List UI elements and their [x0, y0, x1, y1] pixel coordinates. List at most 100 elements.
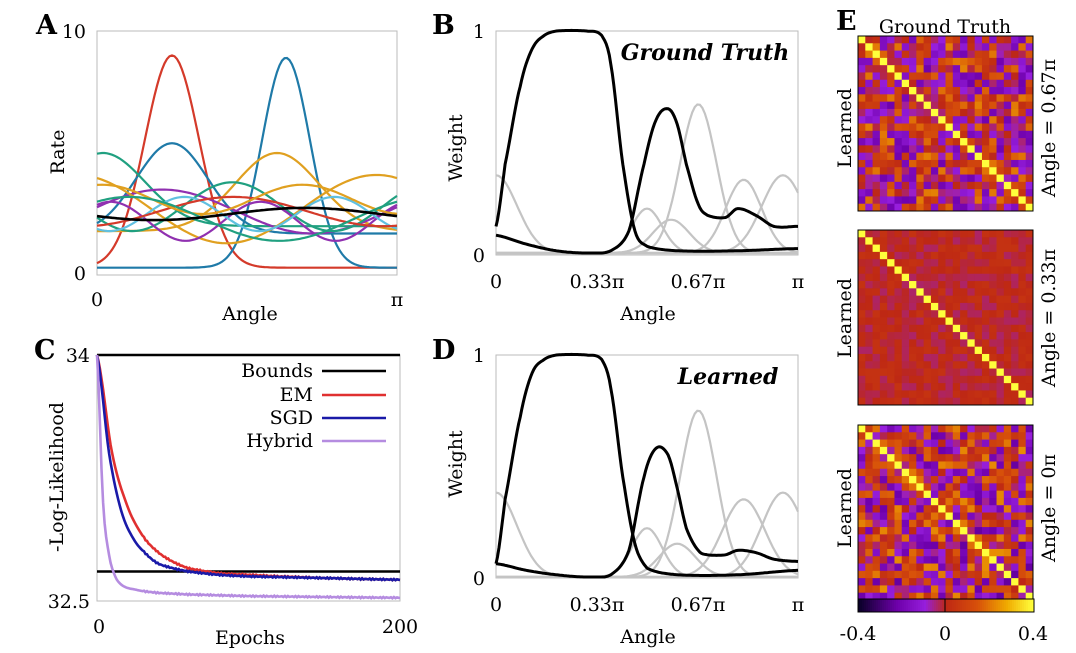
heatmap-cell	[974, 295, 983, 304]
heatmap-cell	[865, 534, 873, 543]
heatmap-cell	[872, 519, 881, 528]
heatmap-cell	[981, 281, 990, 289]
heatmap-cell	[879, 353, 888, 362]
heatmap-cell	[989, 101, 997, 110]
colorbar-step	[954, 599, 957, 612]
heatmap-cell	[1003, 302, 1012, 311]
heatmap-cell	[916, 251, 925, 260]
heatmap-cell	[1003, 203, 1012, 212]
colorbar-step	[900, 599, 903, 612]
heatmap-cell	[901, 310, 910, 318]
heatmap-cell	[901, 123, 910, 132]
heatmap-cell	[981, 123, 990, 132]
colorbar-step	[904, 599, 907, 612]
heatmap-cell	[945, 310, 954, 318]
heatmap-cell	[879, 174, 888, 183]
heatmap-cell	[930, 230, 939, 238]
heatmap-cell	[901, 383, 910, 391]
heatmap-cell	[930, 383, 939, 391]
heatmap-cell	[996, 585, 1005, 594]
heatmap-cell	[989, 87, 997, 95]
heatmap-cell	[1018, 454, 1027, 462]
heatmap-cell	[872, 461, 881, 470]
heatmap-cell	[916, 36, 925, 44]
heatmap-cell	[872, 570, 881, 579]
heatmap-cell	[938, 72, 946, 81]
heatmap-cell	[909, 317, 917, 326]
heatmap-cell	[1011, 36, 1019, 44]
heatmap-cell	[1025, 196, 1034, 205]
heatmap-cell	[1011, 50, 1019, 59]
heatmap-cell	[872, 512, 881, 521]
heatmap-cell	[930, 295, 939, 304]
heatmap-cell	[887, 483, 895, 492]
colorbar-step	[986, 599, 989, 612]
heatmap-cell	[945, 116, 954, 124]
heatmap-cell	[909, 79, 917, 88]
heatmap-cell	[952, 244, 961, 253]
heatmap-cell	[1018, 439, 1027, 448]
heatmap-cell	[1011, 512, 1019, 521]
heatmap-cell	[996, 432, 1005, 440]
b-black-line-0	[494, 28, 798, 253]
heatmap-cell	[879, 512, 888, 521]
heatmap-cell	[938, 43, 946, 51]
heatmap-cell	[996, 79, 1005, 88]
heatmap-cell	[916, 383, 925, 391]
heatmap-cell	[945, 346, 954, 355]
colorbar-step	[938, 599, 941, 612]
heatmap-cell	[1018, 230, 1027, 238]
heatmap-cell	[923, 244, 932, 253]
heatmap-cell	[923, 302, 932, 311]
heatmap-cell	[901, 230, 910, 238]
heatmap-cell	[1018, 189, 1027, 197]
heatmap-cell	[996, 108, 1005, 117]
heatmap-cell	[879, 138, 888, 146]
heatmap-cell	[974, 563, 983, 572]
heatmap-cell	[887, 79, 895, 88]
heatmap-cell	[938, 432, 946, 440]
heatmap-cell	[879, 346, 888, 355]
heatmap-cell	[930, 116, 939, 124]
heatmap-cell	[930, 317, 939, 326]
heatmap-cell	[989, 383, 997, 391]
heatmap-cell	[1025, 138, 1034, 146]
heatmap-cell	[879, 368, 888, 377]
heatmap-cell	[1003, 324, 1012, 333]
heatmap-cell	[872, 79, 881, 88]
heatmap-cell	[901, 505, 910, 513]
heatmap-cell	[916, 123, 925, 132]
heatmap-cell	[858, 138, 866, 146]
heatmap-cell	[858, 461, 866, 470]
heatmap-cell	[1018, 196, 1027, 205]
heatmap-cell	[1018, 79, 1027, 88]
heatmap-cell	[930, 534, 939, 543]
heatmap-cell	[1003, 50, 1012, 59]
heatmap-cell	[930, 483, 939, 492]
heatmap-cell	[996, 332, 1005, 340]
heatmap-cell	[1011, 439, 1019, 448]
heatmap-cell	[872, 72, 881, 81]
heatmap-cell	[938, 592, 946, 601]
heatmap-cell	[901, 476, 910, 484]
heatmap-cell	[894, 167, 903, 175]
heatmap-cell	[894, 425, 903, 433]
heatmap-cell	[996, 87, 1005, 95]
heatmap-cell	[872, 181, 881, 190]
heatmap-cell	[974, 468, 983, 477]
heatmap-cell	[1011, 251, 1019, 260]
c-series-line-em	[95, 354, 401, 582]
heatmap-cell	[865, 570, 873, 579]
heatmap-cell	[945, 439, 954, 448]
heatmap-cell	[879, 548, 888, 557]
e-row-label-2: Learned	[834, 278, 856, 358]
heatmap-cell	[974, 425, 983, 433]
heatmap-cell	[923, 454, 932, 462]
heatmap-cell	[872, 244, 881, 253]
heatmap-cell	[894, 375, 903, 384]
heatmap-cell	[901, 189, 910, 197]
colorbar-step	[1026, 599, 1029, 612]
heatmap-cell	[901, 375, 910, 384]
heatmap-cell	[945, 454, 954, 462]
colorbar-step	[1020, 599, 1023, 612]
